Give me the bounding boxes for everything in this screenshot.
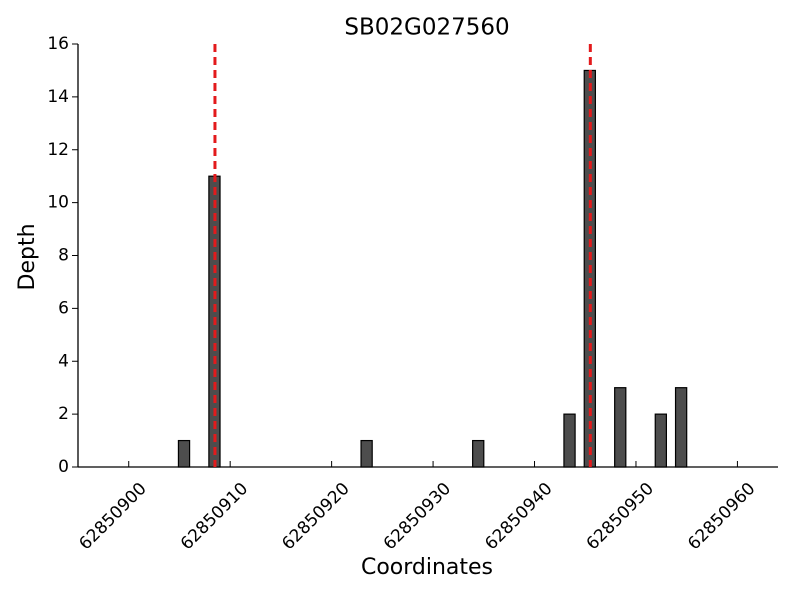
y-tick-label: 0 <box>58 457 69 477</box>
x-axis-label: Coordinates <box>361 555 493 580</box>
x-tick-label: 62850920 <box>278 479 353 554</box>
bar <box>674 387 688 468</box>
bar <box>472 439 485 468</box>
x-tick-label: 62850950 <box>583 479 658 554</box>
bar <box>614 387 627 468</box>
chart-title: SB02G027560 <box>344 15 509 41</box>
y-tick-label: 6 <box>58 298 69 318</box>
bar <box>360 439 373 468</box>
y-tick-label: 10 <box>47 193 69 213</box>
y-tick-label: 16 <box>47 34 69 54</box>
y-tick-label: 2 <box>58 404 69 424</box>
bar <box>177 439 191 468</box>
y-tick-label: 14 <box>47 87 69 107</box>
x-tick-label: 62850910 <box>177 479 252 554</box>
bar <box>654 413 668 468</box>
y-tick-label: 12 <box>47 140 69 160</box>
x-tick-label: 62850940 <box>481 479 556 554</box>
x-tick-label: 62850930 <box>380 479 455 554</box>
x-tick-label: 62850900 <box>75 479 150 554</box>
bar <box>563 413 576 468</box>
y-tick-label: 4 <box>58 351 69 371</box>
x-tick-label: 62850960 <box>684 479 759 554</box>
y-axis-label: Depth <box>15 223 40 290</box>
y-tick-label: 8 <box>58 246 69 266</box>
